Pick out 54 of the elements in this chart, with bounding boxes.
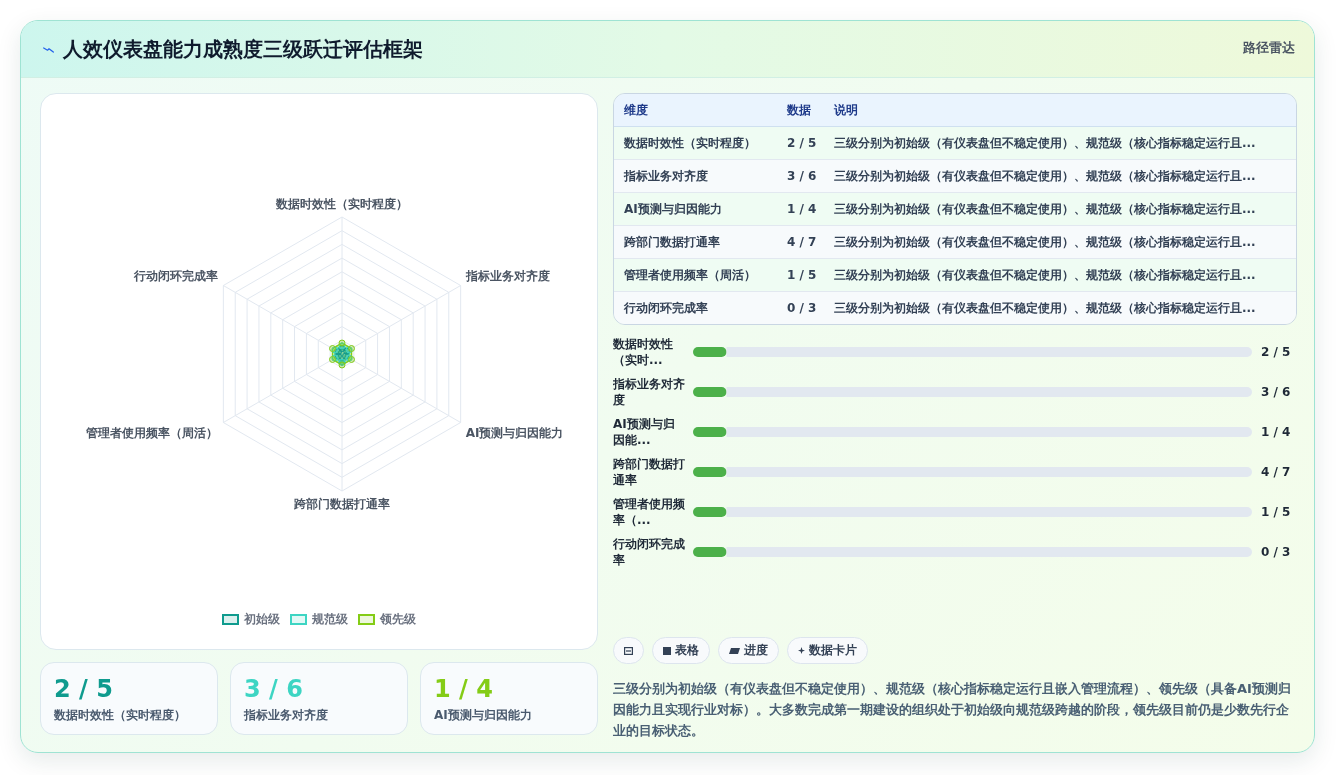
text: 数据	[787, 101, 812, 119]
legend-label: 规范级	[312, 611, 348, 627]
legend-label: 初始级	[244, 611, 280, 627]
category-label: 数据时效性（实时程度）	[54, 707, 186, 723]
text: 三级分别为初始级（有仪表盘但不稳定使用）、规范级（核心指标稳定运行且...	[834, 200, 1257, 218]
text: 0 / 3	[787, 301, 817, 315]
spoke-label: 管理者使用频率（周活）	[85, 425, 219, 440]
text: 1 / 4	[1261, 425, 1291, 439]
spoke-label: 指标业务对齐度	[464, 268, 550, 283]
text: 1 / 4	[434, 675, 493, 703]
spoke-label: 数据时效性（实时程度）	[275, 197, 408, 211]
category-label: AI预测与归因能力	[623, 200, 723, 218]
text: 1 / 5	[1261, 505, 1291, 519]
pill-button: 表格	[652, 637, 710, 664]
text: 4 / 7	[1261, 465, 1291, 479]
legend-label: 领先级	[380, 611, 416, 627]
text: 1 / 5	[787, 268, 817, 282]
category-label: 行动闭环完成率	[623, 299, 709, 317]
category-label: 数据时效性（实时程度）	[623, 134, 757, 152]
text: 4 / 7	[787, 235, 817, 249]
text: 路径雷达	[1243, 39, 1295, 57]
category-label: 指标业务对齐度	[244, 707, 328, 723]
text: 三级分别为初始级（有仪表盘但不稳定使用）、规范级（核心指标稳定运行且...	[834, 299, 1257, 317]
pill-button: 进度	[718, 637, 779, 664]
text: 3 / 6	[787, 169, 817, 183]
text: 2 / 5	[1261, 345, 1291, 359]
category-label: 管理者使用频率（周活）	[623, 266, 757, 284]
text: 三级分别为初始级（有仪表盘但不稳定使用）、规范级（核心指标稳定运行且...	[834, 167, 1257, 185]
text: 2 / 5	[54, 675, 113, 703]
text: 0 / 3	[1261, 545, 1291, 559]
y-tick-label: 行动闭环完成率	[612, 537, 685, 567]
text: 三级分别为初始级（有仪表盘但不稳定使用）、规范级（核心指标稳定运行且...	[834, 233, 1257, 251]
spoke-label: AI预测与归因能力	[465, 425, 564, 440]
category-label: 跨部门数据打通率	[623, 233, 721, 251]
chart-title: 人效仪表盘能力成熟度三级跃迁评估框架	[63, 36, 423, 62]
text: 3 / 6	[244, 675, 303, 703]
y-tick-label: 跨部门数据打通率	[612, 457, 685, 487]
text: 说明	[834, 101, 859, 119]
text: 3 / 6	[1261, 385, 1291, 399]
spoke-label: 跨部门数据打通率	[293, 497, 390, 511]
category-label: AI预测与归因能力	[434, 707, 532, 723]
y-tick-label: 指标业务对齐度	[612, 377, 685, 407]
category-label: 指标业务对齐度	[623, 167, 709, 185]
pill-button: 数据卡片	[787, 637, 868, 664]
text: 三级分别为初始级（有仪表盘但不稳定使用）、规范级（核心指标稳定运行且...	[834, 134, 1257, 152]
y-tick-label: 数据时效性（实时...	[612, 337, 673, 367]
spoke-label: 行动闭环完成率	[133, 268, 219, 283]
text: 三级分别为初始级（有仪表盘但不稳定使用）、规范级（核心指标稳定运行且...	[834, 266, 1257, 284]
text: 2 / 5	[787, 136, 817, 150]
text: 三级分别为初始级（有仪表盘但不稳定使用）、规范级（核心指标稳定运行且嵌入管理流程）、领先级（具备AI预测归因能力且实现行业对标）。大多数完成第一期建设的组织处于初始级向规范级跨越的阶段，领先级目前仍是少数先行企业的目标状态。	[613, 680, 1292, 740]
text: 1 / 4	[787, 202, 817, 216]
text: 维度	[623, 101, 649, 119]
y-tick-label: AI预测与归因能...	[613, 417, 675, 447]
y-tick-label: 管理者使用频率（...	[612, 497, 686, 527]
